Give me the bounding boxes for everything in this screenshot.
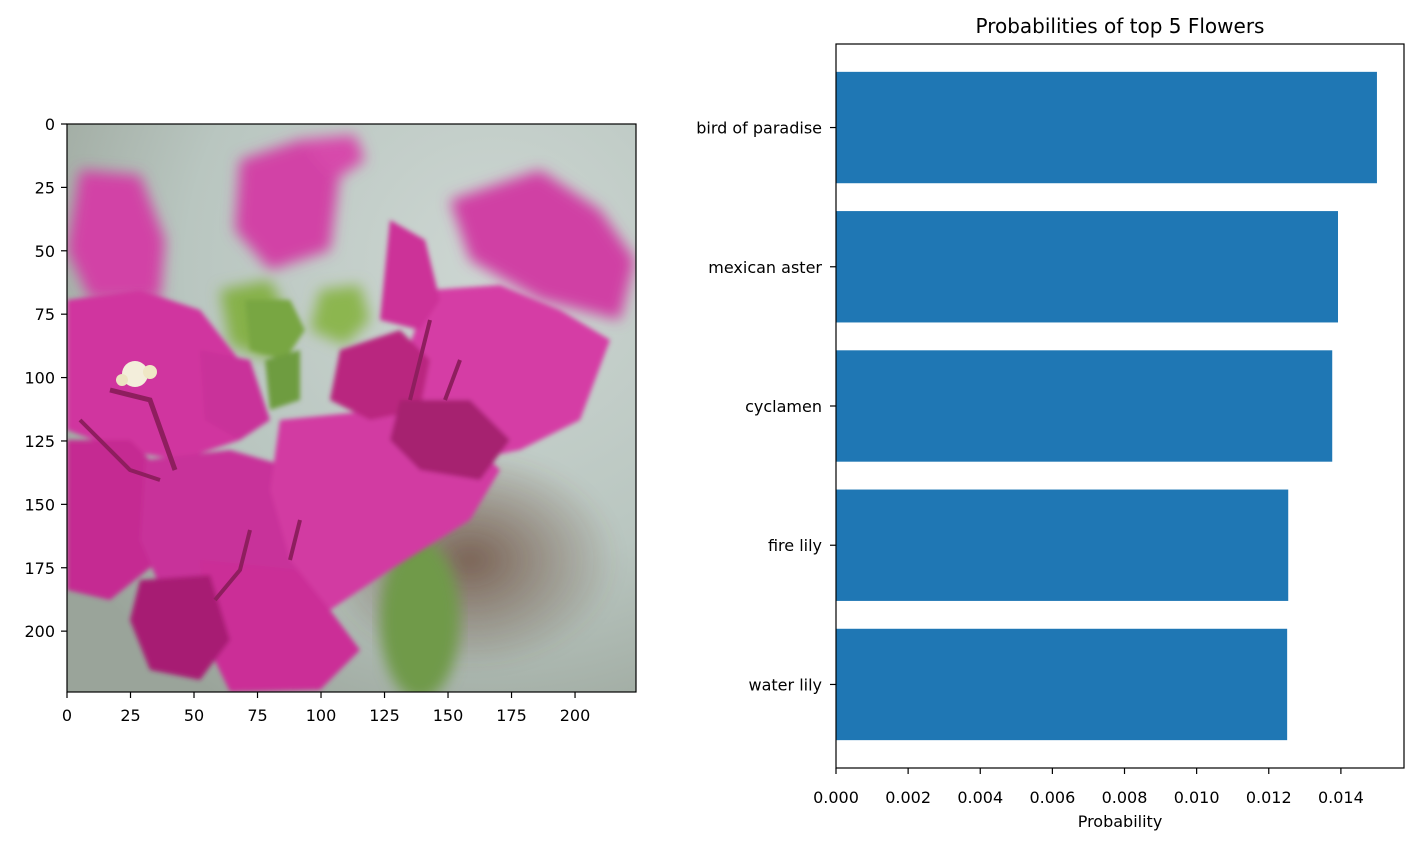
x-axis-label: Probability [1078, 812, 1163, 831]
image-x-axis: 0 25 50 75 100 125 150 175 200 [62, 692, 590, 725]
image-x-tick-label: 175 [496, 706, 527, 725]
image-x-tick-label: 125 [369, 706, 400, 725]
bar [836, 628, 1288, 741]
image-y-tick-label: 150 [24, 495, 55, 514]
image-y-tick-label: 175 [24, 559, 55, 578]
bar [836, 350, 1333, 462]
image-panel: 0 25 50 75 100 125 150 175 200 0 25 50 75 100 125 150 1… [24, 115, 637, 725]
image-y-tick-label: 50 [35, 242, 55, 261]
bar-y-axis: bird of paradise mexican aster cyclamen fir… [696, 119, 836, 694]
bar-x-tick-label: 0.010 [1174, 788, 1220, 807]
image-y-tick-label: 100 [24, 369, 55, 388]
bar-x-tick-label: 0.004 [957, 788, 1003, 807]
image-y-tick-label: 200 [24, 622, 55, 641]
image-y-tick-label: 125 [24, 432, 55, 451]
image-y-tick-label: 25 [35, 178, 55, 197]
image-y-tick-label: 0 [45, 115, 55, 134]
chart-title: Probabilities of top 5 Flowers [976, 14, 1265, 38]
image-x-tick-label: 0 [62, 706, 72, 725]
image-y-tick-label: 75 [35, 305, 55, 324]
flower-image [67, 124, 636, 692]
category-label: water lily [749, 675, 822, 694]
bar-x-tick-label: 0.014 [1318, 788, 1364, 807]
image-x-tick-label: 100 [306, 706, 337, 725]
category-label: bird of paradise [696, 119, 822, 138]
category-label: cyclamen [745, 397, 822, 416]
image-x-tick-label: 75 [247, 706, 267, 725]
bar-x-axis: 0.000 0.002 0.004 0.006 0.008 0.010 0.012 0.014 [813, 768, 1364, 807]
image-x-tick-label: 200 [560, 706, 591, 725]
image-axes-frame [66, 123, 637, 693]
category-label: fire lily [768, 536, 822, 555]
bar-x-tick-label: 0.006 [1029, 788, 1075, 807]
image-x-tick-label: 50 [184, 706, 204, 725]
bar [836, 71, 1377, 184]
bar-chart-panel: Probabilities of top 5 Flowers 0.000 0.00… [696, 14, 1405, 831]
category-label: mexican aster [708, 258, 822, 277]
bar-x-tick-label: 0.012 [1246, 788, 1292, 807]
image-x-tick-label: 25 [120, 706, 140, 725]
bar-x-tick-label: 0.000 [813, 788, 859, 807]
bar-x-tick-label: 0.008 [1102, 788, 1148, 807]
bar-x-tick-label: 0.002 [885, 788, 931, 807]
bar [836, 211, 1339, 323]
bar [836, 489, 1289, 601]
image-y-axis: 0 25 50 75 100 125 150 175 200 [24, 115, 67, 641]
image-x-tick-label: 150 [433, 706, 464, 725]
bars [836, 71, 1377, 741]
